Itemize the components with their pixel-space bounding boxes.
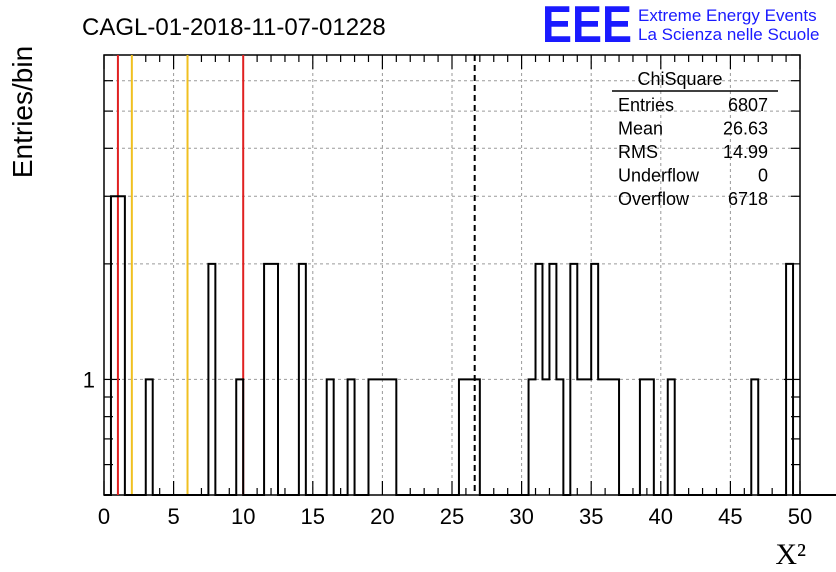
- y-axis-label: Entries/bin: [7, 46, 38, 178]
- x-axis-label: X²: [775, 538, 806, 571]
- x-tick-label: 20: [370, 504, 394, 529]
- logo-line-2: La Scienza nelle Scuole: [638, 25, 819, 44]
- x-tick-label: 25: [440, 504, 464, 529]
- x-tick-label: 10: [231, 504, 255, 529]
- x-tick-label: 30: [509, 504, 533, 529]
- x-tick-label: 15: [301, 504, 325, 529]
- stats-box: ChiSquare Entries 6807 Mean 26.63 RMS 14.99 Un…: [612, 69, 778, 209]
- stats-row-value: 6807: [728, 95, 768, 115]
- stats-row-value: 0: [758, 166, 768, 186]
- x-tick-label: 5: [167, 504, 179, 529]
- stats-row-label: RMS: [618, 142, 658, 162]
- x-tick-label: 0: [98, 504, 110, 529]
- histogram-outline: [104, 195, 836, 496]
- chart-title: CAGL-01-2018-11-07-01228: [82, 14, 386, 41]
- stats-row-label: Entries: [618, 95, 674, 115]
- x-tick-label: 35: [579, 504, 603, 529]
- stats-box-name: ChiSquare: [637, 69, 722, 89]
- logo-line-1: Extreme Energy Events: [638, 6, 817, 25]
- stats-row-value: 14.99: [723, 142, 768, 162]
- logo-mark: EEE: [542, 0, 632, 54]
- y-tick-label: 1: [83, 367, 95, 392]
- stats-row-label: Mean: [618, 119, 663, 139]
- stats-row-value: 26.63: [723, 119, 768, 139]
- stats-row-value: 6718: [728, 189, 768, 209]
- x-tick-labels: 0 5 10 15 20 25 30 35 40 45 50: [98, 504, 812, 529]
- x-tick-label: 45: [718, 504, 742, 529]
- y-tick-labels: 1: [83, 367, 95, 392]
- x-tick-label: 40: [649, 504, 673, 529]
- x-tick-label: 50: [788, 504, 812, 529]
- stats-row-label: Overflow: [618, 189, 690, 209]
- stats-rows: Entries 6807 Mean 26.63 RMS 14.99 Underflow 0 Ov…: [618, 95, 768, 209]
- stats-row-label: Underflow: [618, 166, 700, 186]
- eee-logo: EEE Extreme Energy Events La Scienza nel…: [542, 0, 819, 54]
- reference-lines: [116, 55, 245, 495]
